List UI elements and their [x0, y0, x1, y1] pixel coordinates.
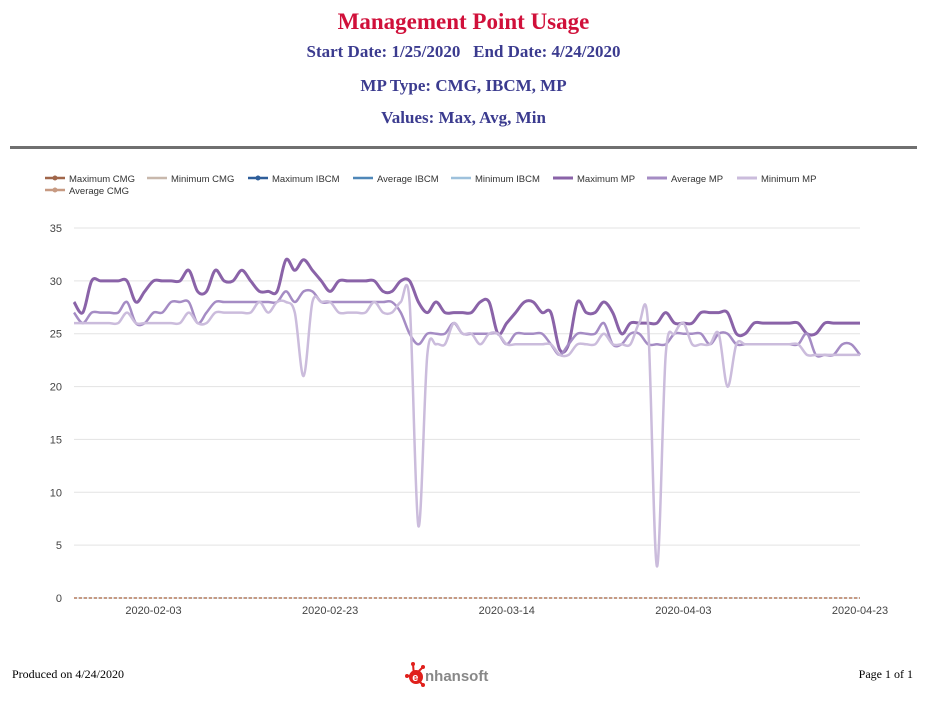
start-date: Start Date: 1/25/2020	[306, 42, 461, 61]
legend-item-average-cmg: Average CMG	[45, 186, 129, 197]
legend-marker	[52, 175, 58, 181]
y-tick-label: 15	[50, 434, 62, 446]
report-date-range: Start Date: 1/25/2020 End Date: 4/24/202…	[0, 42, 927, 62]
x-axis-ticks: 2020-02-03 2020-02-23 2020-03-14 2020-04-03…	[125, 605, 888, 617]
legend-marker	[52, 187, 58, 193]
legend-label: Average IBCM	[377, 174, 439, 185]
chart-series	[72, 257, 861, 600]
logo-letter: e	[412, 672, 418, 684]
x-tick-label: 2020-02-23	[302, 605, 358, 617]
logo-text: nhansoft	[425, 668, 488, 685]
legend-label: Average CMG	[69, 186, 129, 197]
end-date: End Date: 4/24/2020	[473, 42, 621, 61]
legend-label: Minimum CMG	[171, 174, 234, 185]
enhansoft-logo: e nhansoft	[405, 662, 488, 687]
produced-date: Produced on 4/24/2020	[12, 667, 124, 681]
mp-type-line: MP Type: CMG, IBCM, MP	[360, 76, 567, 95]
x-tick-label: 2020-04-03	[655, 605, 711, 617]
series-line-average-mp	[72, 288, 861, 358]
molecule-icon: e	[405, 662, 425, 687]
y-tick-label: 20	[50, 382, 62, 394]
legend-label: Minimum IBCM	[475, 174, 540, 185]
series-line-maximum-mp	[72, 257, 860, 354]
x-tick-label: 2020-03-14	[479, 605, 535, 617]
series-line-minimum-mp	[74, 283, 860, 568]
y-axis-ticks: 0 5 10 15 20 25 30 35	[50, 223, 62, 605]
legend-marker	[255, 175, 261, 181]
y-tick-label: 25	[50, 329, 62, 341]
values-line: Values: Max, Avg, Min	[381, 108, 546, 127]
x-tick-label: 2020-02-03	[125, 605, 181, 617]
y-tick-label: 5	[56, 540, 62, 552]
page-number: Page 1 of 1	[858, 667, 913, 681]
legend-item-average-mp: Average MP	[647, 174, 723, 185]
legend-label: Maximum MP	[577, 174, 635, 185]
y-tick-label: 10	[50, 487, 62, 499]
x-tick-label: 2020-04-23	[832, 605, 888, 617]
legend-label: Maximum CMG	[69, 174, 135, 185]
legend-item-maximum-cmg: Maximum CMG	[45, 174, 135, 185]
y-tick-label: 0	[56, 593, 62, 605]
legend-label: Minimum MP	[761, 174, 816, 185]
legend-item-minimum-ibcm: Minimum IBCM	[451, 174, 540, 185]
legend-item-minimum-mp: Minimum MP	[737, 174, 816, 185]
y-tick-label: 35	[50, 223, 62, 235]
legend-item-maximum-ibcm: Maximum IBCM	[248, 174, 340, 185]
legend-item-maximum-mp: Maximum MP	[553, 174, 635, 185]
y-tick-label: 30	[50, 276, 62, 288]
legend-label: Maximum IBCM	[272, 174, 340, 185]
header-divider	[10, 146, 917, 149]
legend-item-minimum-cmg: Minimum CMG	[147, 174, 234, 185]
report-title: Management Point Usage	[337, 9, 590, 34]
chart-legend: Maximum CMG Minimum CMG Maximum IBCM Averag…	[45, 174, 816, 197]
chart-grid	[74, 227, 860, 599]
legend-item-average-ibcm: Average IBCM	[353, 174, 439, 185]
legend-label: Average MP	[671, 174, 723, 185]
